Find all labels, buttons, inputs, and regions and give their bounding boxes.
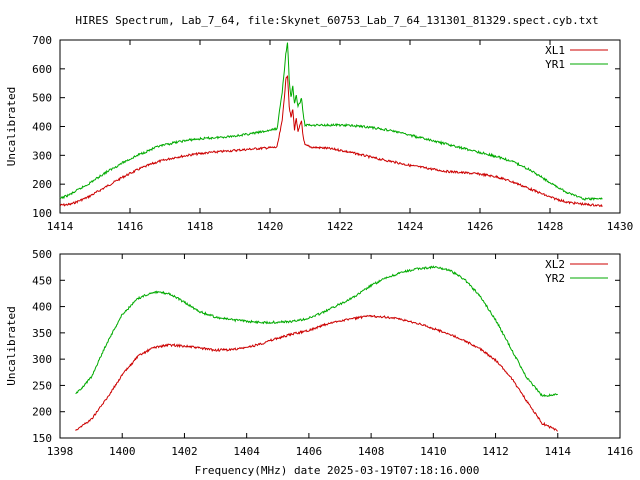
x-tick-label: 1420 (257, 220, 284, 233)
chart-title: HIRES Spectrum, Lab_7_64, file:Skynet_60… (75, 14, 598, 27)
x-tick-label: 1410 (420, 445, 447, 458)
x-tick-label: 1406 (296, 445, 323, 458)
y-tick-label: 350 (32, 327, 52, 340)
y-tick-label: 700 (32, 34, 52, 47)
spectrum-panel-top: 1414 1416 1418 1420 1422 1424 1426 1428 1430 100 2… (5, 34, 633, 233)
series-line-xl2 (75, 314, 558, 432)
y-axis-label: Uncalibrated (5, 306, 18, 385)
spectrum-panel-bottom: 1398 1400 1402 1404 1406 1408 1410 1412 1414 1416… (5, 248, 633, 458)
legend-label: XL2 (545, 258, 565, 271)
x-axis-label: Frequency(MHz) date 2025-03-19T07:18:16.… (195, 464, 480, 477)
x-tick-label: 1428 (537, 220, 564, 233)
y-tick-label: 300 (32, 353, 52, 366)
legend-label: YR1 (545, 58, 565, 71)
y-tick-label: 400 (32, 301, 52, 314)
x-tick-label: 1400 (109, 445, 136, 458)
y-tick-label: 400 (32, 121, 52, 134)
x-tick-label: 1418 (187, 220, 214, 233)
legend-label: YR2 (545, 272, 565, 285)
x-tick-label: 1426 (467, 220, 494, 233)
y-tick-label: 600 (32, 63, 52, 76)
y-tick-label: 100 (32, 207, 52, 220)
y-tick-label: 200 (32, 178, 52, 191)
y-tick-label: 500 (32, 92, 52, 105)
y-tick-label: 250 (32, 379, 52, 392)
x-tick-label: 1414 (545, 445, 572, 458)
x-tick-label: 1416 (117, 220, 144, 233)
x-tick-label: 1404 (233, 445, 260, 458)
y-tick-label: 500 (32, 248, 52, 261)
legend-label: XL1 (545, 44, 565, 57)
y-tick-label: 150 (32, 432, 52, 445)
x-tick-label: 1412 (482, 445, 509, 458)
y-axis-label: Uncalibrated (5, 87, 18, 166)
x-tick-label: 1424 (397, 220, 424, 233)
x-tick-label: 1430 (607, 220, 634, 233)
y-tick-label: 300 (32, 149, 52, 162)
plot-frame (59, 253, 621, 439)
x-tick-label: 1416 (607, 445, 634, 458)
y-tick-label: 200 (32, 406, 52, 419)
x-tick-label: 1414 (47, 220, 74, 233)
x-tick-label: 1402 (171, 445, 198, 458)
x-tick-label: 1422 (327, 220, 354, 233)
series-line-yr1 (59, 42, 603, 201)
y-tick-label: 450 (32, 274, 52, 287)
x-tick-label: 1398 (47, 445, 74, 458)
x-tick-label: 1408 (358, 445, 385, 458)
series-line-xl1 (59, 75, 603, 208)
series-line-yr2 (75, 265, 558, 398)
